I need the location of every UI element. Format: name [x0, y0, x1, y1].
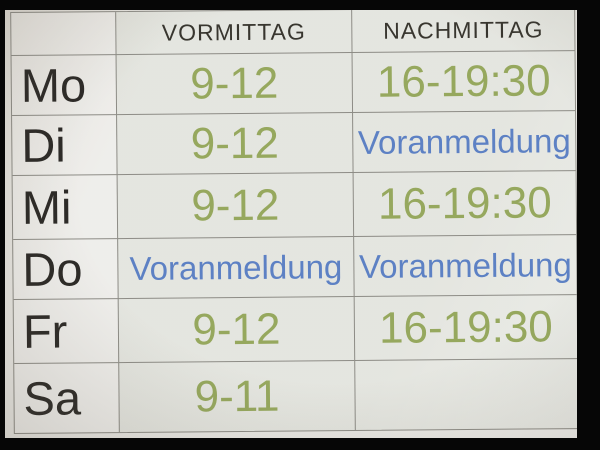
afternoon-value: 16-19:30	[377, 177, 552, 229]
morning-cell-mi: 9-12	[116, 172, 354, 239]
day-text: Fr	[22, 304, 68, 358]
day-label-fr: Fr	[13, 298, 119, 363]
day-label-mo: Mo	[11, 54, 117, 115]
morning-value: 9-12	[191, 180, 280, 230]
day-text: Di	[21, 118, 66, 172]
day-label-sa: Sa	[14, 362, 119, 433]
day-label-di: Di	[12, 114, 117, 175]
afternoon-cell-do: Voranmeldung	[353, 234, 577, 297]
afternoon-cell-mi: 16-19:30	[352, 170, 577, 237]
afternoon-cell-di: Voranmeldung	[352, 110, 576, 173]
morning-value: 9-12	[192, 304, 281, 354]
header-morning-label: VORMITTAG	[161, 17, 306, 46]
morning-value: 9-12	[190, 58, 279, 108]
afternoon-cell-sa	[354, 358, 577, 431]
morning-cell-di: 9-12	[116, 112, 353, 175]
afternoon-value: Voranmeldung	[357, 121, 571, 161]
day-text: Do	[22, 242, 83, 296]
morning-cell-do: Voranmeldung	[117, 236, 354, 299]
day-text: Sa	[23, 371, 82, 425]
afternoon-value: 16-19:30	[378, 301, 553, 353]
header-afternoon: NACHMITTAG	[351, 10, 575, 53]
afternoon-value: 16-19:30	[376, 55, 551, 107]
morning-value: Voranmeldung	[129, 247, 343, 287]
day-label-mi: Mi	[12, 174, 118, 239]
afternoon-cell-mo: 16-19:30	[351, 50, 576, 113]
header-corner-cell	[11, 12, 115, 55]
morning-value: 9-11	[194, 371, 280, 421]
afternoon-cell-fr: 16-19:30	[353, 294, 577, 361]
morning-cell-fr: 9-12	[117, 296, 355, 363]
afternoon-value: Voranmeldung	[358, 245, 572, 285]
opening-hours-table: VORMITTAG NACHMITTAG Mo 9-12 16-19:30 Di…	[10, 10, 577, 434]
morning-cell-mo: 9-12	[115, 52, 353, 115]
day-text: Mo	[20, 58, 87, 112]
morning-value: 9-12	[190, 118, 280, 168]
header-afternoon-label: NACHMITTAG	[383, 15, 544, 44]
day-text: Mi	[21, 180, 72, 234]
header-morning: VORMITTAG	[115, 10, 352, 55]
morning-cell-sa: 9-11	[118, 360, 355, 433]
paper-background: VORMITTAG NACHMITTAG Mo 9-12 16-19:30 Di…	[5, 10, 577, 438]
day-label-do: Do	[13, 238, 118, 299]
